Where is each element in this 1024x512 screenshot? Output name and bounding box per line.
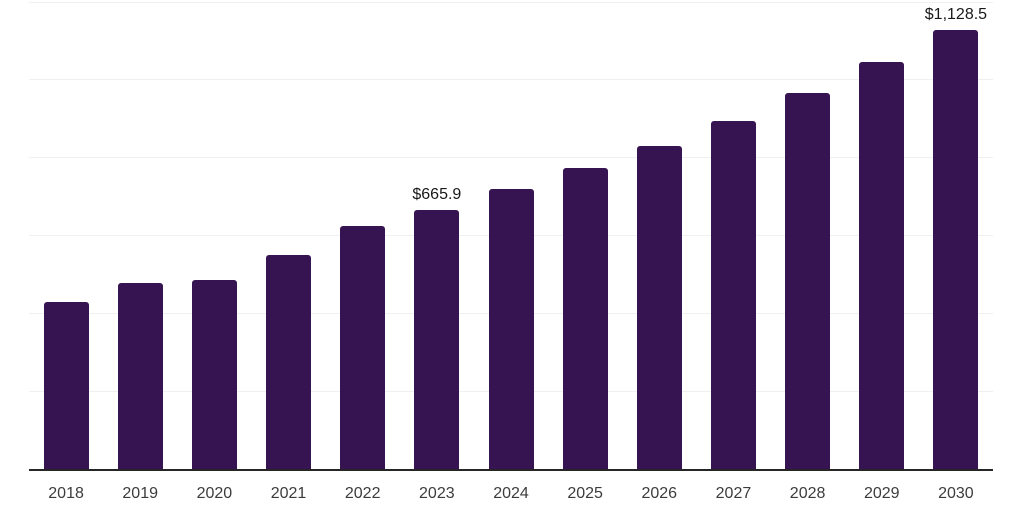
gridline-y-1000 [29, 79, 993, 81]
gridline-y-800 [29, 157, 993, 159]
x-tick-label-2025: 2025 [567, 485, 603, 502]
x-tick-label-2026: 2026 [641, 485, 678, 502]
bar-2029 [859, 62, 905, 470]
x-tick-label-2022: 2022 [344, 485, 381, 502]
bar-2019 [117, 282, 163, 470]
x-axis-line [29, 469, 993, 471]
bar-2023 [414, 210, 460, 470]
x-tick-label-2021: 2021 [270, 485, 307, 502]
bar-2021 [266, 254, 312, 470]
x-tick-label-2029: 2029 [863, 485, 900, 502]
data-label-2023: $665.9 [412, 186, 462, 204]
bar-2027 [710, 120, 756, 470]
x-tick-label-2018: 2018 [48, 485, 84, 502]
bar-2030 [933, 29, 979, 470]
x-tick-label-2024: 2024 [493, 485, 529, 502]
x-tick-label-2023: 2023 [419, 485, 455, 502]
bar-2018 [43, 302, 89, 470]
gridline-y-1200 [29, 1, 993, 3]
data-label-2030: $1,128.5 [924, 5, 988, 23]
bar-2020 [191, 280, 237, 470]
bar-2022 [340, 225, 386, 470]
bar-2025 [562, 167, 608, 470]
bar-2028 [785, 92, 831, 470]
x-tick-label-2019: 2019 [122, 485, 158, 502]
x-tick-label-2027: 2027 [715, 485, 752, 502]
bar-2026 [636, 145, 682, 470]
x-tick-label-2030: 2030 [938, 485, 974, 502]
x-tick-label-2028: 2028 [789, 485, 826, 502]
bar-2024 [488, 189, 534, 470]
x-tick-label-2020: 2020 [196, 485, 233, 502]
